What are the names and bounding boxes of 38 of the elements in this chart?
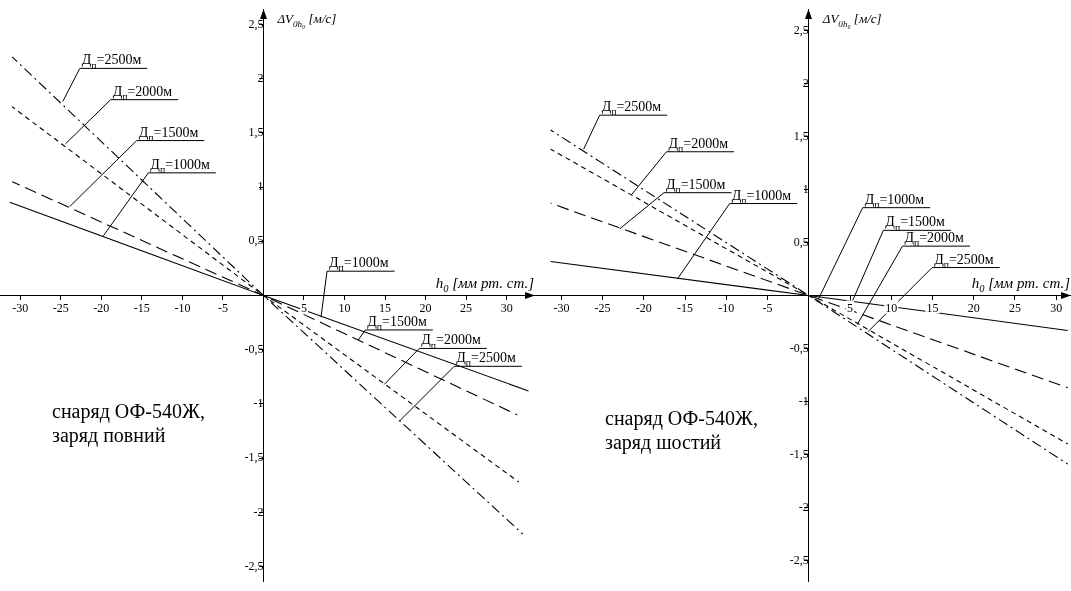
y-tick-label: 0,5: [793, 234, 809, 249]
x-tick-label: -20: [635, 300, 652, 315]
x-tick-label: -10: [174, 300, 191, 315]
y-tick-label: -0,5: [244, 341, 264, 356]
x-tick-label: -10: [718, 300, 735, 315]
y-tick-label: -2,5: [789, 552, 809, 567]
x-tick-label: -25: [594, 300, 611, 315]
y-tick-label: 1,5: [248, 124, 264, 139]
y-tick-label: 0,5: [248, 233, 264, 248]
x-tick-label: 25: [460, 300, 473, 315]
x-tick-label: 10: [338, 300, 351, 315]
x-tick-label: 15: [379, 300, 392, 315]
x-tick-label: 5: [300, 300, 307, 315]
y-tick-label: 2,5: [793, 22, 809, 37]
x-tick-label: -20: [93, 300, 110, 315]
annotation: снаряд ОФ-540Ж, заряд повний: [52, 400, 205, 447]
x-tick-label: 10: [885, 300, 898, 315]
y-tick-label: -1,5: [789, 446, 809, 461]
x-tick-label: -25: [52, 300, 69, 315]
y-tick-label: -0,5: [789, 340, 809, 355]
x-tick-label: 5: [847, 300, 853, 315]
x-tick-label: -15: [677, 300, 694, 315]
x-tick-label: -15: [133, 300, 150, 315]
x-tick-label: -30: [553, 300, 570, 315]
x-tick-label: -5: [762, 300, 773, 315]
y-tick-label: -2,5: [244, 558, 264, 573]
x-tick-label: 30: [500, 300, 513, 315]
x-tick-label: 30: [1050, 300, 1063, 315]
x-tick-label: 20: [419, 300, 432, 315]
x-tick-label: 20: [967, 300, 980, 315]
x-tick-label: 15: [926, 300, 939, 315]
y-tick-label: -1,5: [244, 450, 264, 465]
y-tick-label: 2,5: [248, 16, 264, 31]
x-tick-label: 25: [1008, 300, 1021, 315]
x-tick-label: -5: [217, 300, 228, 315]
y-tick-label: 1,5: [793, 128, 809, 143]
x-tick-label: -30: [12, 300, 29, 315]
annotation: снаряд ОФ-540Ж, заряд шостий: [605, 407, 758, 454]
